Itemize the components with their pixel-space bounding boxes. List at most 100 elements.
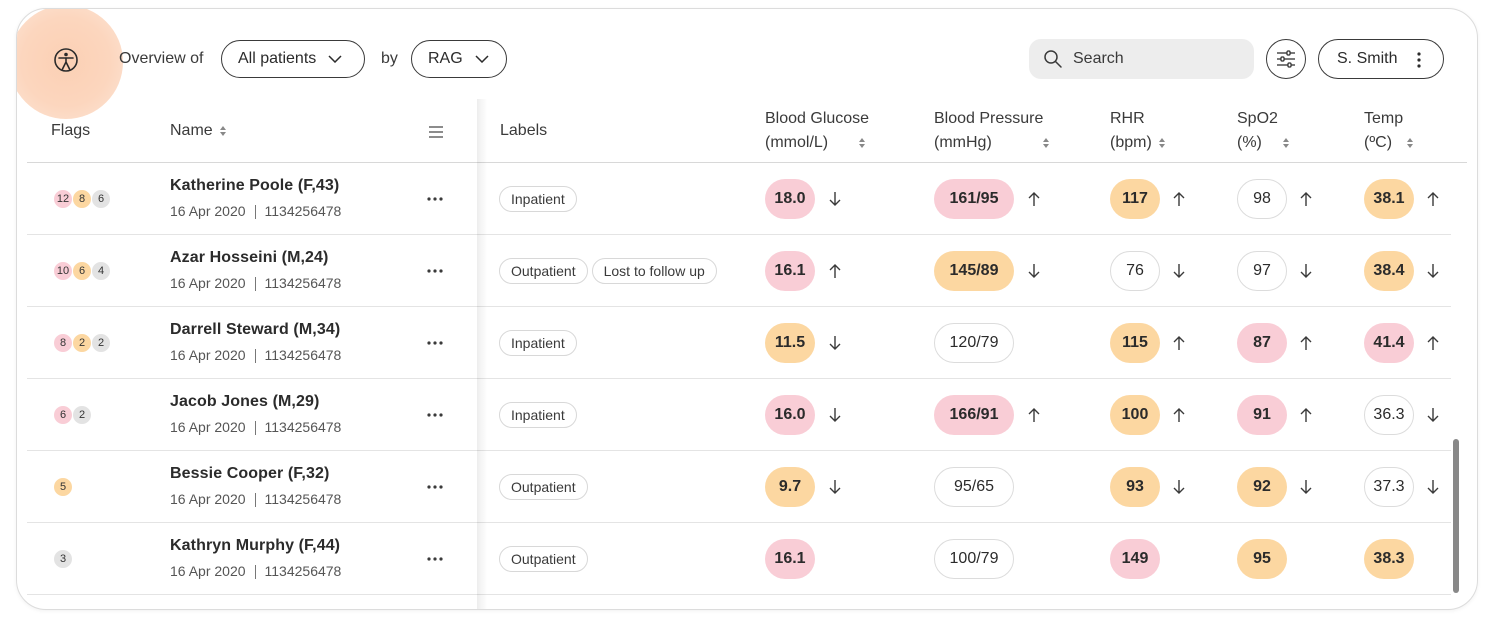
patient-id: 1134256478 <box>264 347 342 363</box>
meta-divider <box>254 493 256 508</box>
arrow-up-icon <box>1028 408 1040 422</box>
temp-value: 36.3 <box>1364 395 1414 435</box>
patient-meta: 16 Apr 2020 1134256478 <box>170 491 341 508</box>
more-horizontal-icon[interactable] <box>427 485 443 489</box>
arrow-up-icon <box>1173 192 1185 206</box>
arrow-down-icon <box>1173 264 1185 278</box>
patients-select-value: All patients <box>238 50 317 67</box>
search-input[interactable]: Search <box>1029 39 1254 79</box>
user-name: S. Smith <box>1337 50 1398 67</box>
glucose-value: 16.0 <box>765 395 815 435</box>
label-chip[interactable]: Lost to follow up <box>591 258 717 284</box>
header-name[interactable]: Name <box>170 119 227 143</box>
label-chip[interactable]: Outpatient <box>499 474 588 500</box>
header-glucose[interactable]: Blood Glucose (mmol/L) <box>765 107 869 155</box>
table-row[interactable]: 5 Bessie Cooper (F,32) 16 Apr 2020 11342564… <box>27 451 1451 523</box>
patient-date: 16 Apr 2020 <box>170 563 246 579</box>
header-spo2-line2: (%) <box>1237 134 1262 151</box>
flag-badge: 10 <box>53 261 73 281</box>
spo2-value: 92 <box>1237 467 1287 507</box>
sort-icon <box>1042 137 1049 148</box>
view-select[interactable]: RAG <box>411 40 507 78</box>
flag-badge: 6 <box>91 189 111 209</box>
patient-labels: Inpatient <box>499 330 581 356</box>
table-row[interactable]: 10 6 4 Azar Hosseini (M,24) 16 Apr 2020 11342… <box>27 235 1451 307</box>
arrow-down-icon <box>1427 480 1439 494</box>
label-chip[interactable]: Inpatient <box>499 402 577 428</box>
bp-value: 120/79 <box>934 323 1014 363</box>
header-temp[interactable]: Temp (ºC) <box>1364 107 1414 155</box>
spo2-value: 95 <box>1237 539 1287 579</box>
arrow-up-icon <box>1173 408 1185 422</box>
temp-value: 38.3 <box>1364 539 1414 579</box>
patient-meta: 16 Apr 2020 1134256478 <box>170 419 342 436</box>
label-chip[interactable]: Outpatient <box>499 258 588 284</box>
patient-name[interactable]: Katherine Poole (F,43) <box>170 177 340 194</box>
filter-button[interactable] <box>1266 39 1306 79</box>
header-spo2[interactable]: SpO2 (%) <box>1237 107 1290 155</box>
label-chip[interactable]: Inpatient <box>499 330 577 356</box>
flag-badge: 6 <box>72 261 92 281</box>
label-chip[interactable]: Inpatient <box>499 186 577 212</box>
arrow-up-icon <box>1173 336 1185 350</box>
user-menu-button[interactable]: S. Smith <box>1318 39 1444 79</box>
arrow-down-icon <box>1300 480 1312 494</box>
patient-labels: Inpatient <box>499 402 581 428</box>
arrow-down-icon <box>1427 264 1439 278</box>
sort-icon <box>219 125 226 136</box>
patient-name[interactable]: Darrell Steward (M,34) <box>170 321 341 338</box>
header-labels: Labels <box>500 122 548 139</box>
more-horizontal-icon[interactable] <box>427 341 443 345</box>
patient-meta: 16 Apr 2020 1134256478 <box>170 347 342 364</box>
logo-badge[interactable] <box>17 9 123 119</box>
kebab-icon <box>1417 52 1421 68</box>
header-bp[interactable]: Blood Pressure (mmHg) <box>934 107 1050 155</box>
patient-id: 1134256478 <box>264 419 342 435</box>
more-horizontal-icon[interactable] <box>427 197 443 201</box>
patient-name[interactable]: Bessie Cooper (F,32) <box>170 465 330 482</box>
flag-badge: 5 <box>53 477 73 497</box>
glucose-value: 11.5 <box>765 323 815 363</box>
patient-name[interactable]: Jacob Jones (M,29) <box>170 393 320 410</box>
scrollbar-thumb[interactable] <box>1453 439 1459 593</box>
patients-select[interactable]: All patients <box>221 40 365 78</box>
temp-value: 38.1 <box>1364 179 1414 219</box>
glucose-value: 9.7 <box>765 467 815 507</box>
patient-name[interactable]: Kathryn Murphy (F,44) <box>170 537 341 554</box>
temp-value: 37.3 <box>1364 467 1414 507</box>
header-rhr[interactable]: RHR (bpm) <box>1110 107 1166 155</box>
glucose-value: 16.1 <box>765 539 815 579</box>
sort-icon <box>1158 137 1165 148</box>
sort-icon <box>1282 137 1289 148</box>
label-chip[interactable]: Outpatient <box>499 546 588 572</box>
table-row[interactable]: 8 2 2 Darrell Steward (M,34) 16 Apr 2020 1134… <box>27 307 1451 379</box>
flag-badge: 2 <box>72 405 92 425</box>
table-row[interactable]: 6 2 Jacob Jones (M,29) 16 Apr 2020 113425647… <box>27 379 1451 451</box>
temp-value: 38.4 <box>1364 251 1414 291</box>
table-row[interactable]: 12 8 6 Katherine Poole (F,43) 16 Apr 2020 113… <box>27 163 1451 235</box>
arrow-down-icon <box>829 480 841 494</box>
flag-badge: 12 <box>53 189 73 209</box>
flag-badge: 8 <box>53 333 73 353</box>
sliders-icon <box>1277 50 1295 68</box>
table-header: Flags Name Labels Blood Glucose (mmol/L)… <box>27 99 1467 163</box>
flag-badge: 8 <box>72 189 92 209</box>
patient-date: 16 Apr 2020 <box>170 491 246 507</box>
flag-badge: 2 <box>72 333 92 353</box>
patient-labels: Outpatient <box>499 546 592 572</box>
menu-icon[interactable] <box>429 126 443 138</box>
patient-labels: Outpatient Lost to follow up <box>499 258 721 284</box>
bp-value: 166/91 <box>934 395 1014 435</box>
flag-counts: 12 8 6 <box>53 189 111 209</box>
arrow-up-icon <box>829 264 841 278</box>
more-horizontal-icon[interactable] <box>427 413 443 417</box>
search-placeholder: Search <box>1073 50 1124 67</box>
more-horizontal-icon[interactable] <box>427 269 443 273</box>
meta-divider <box>254 421 256 436</box>
header-name-label: Name <box>170 122 213 139</box>
table-row[interactable]: 3 Kathryn Murphy (F,44) 16 Apr 2020 1134256… <box>27 523 1451 595</box>
more-horizontal-icon[interactable] <box>427 557 443 561</box>
patient-name[interactable]: Azar Hosseini (M,24) <box>170 249 329 266</box>
flag-badge: 2 <box>91 333 111 353</box>
